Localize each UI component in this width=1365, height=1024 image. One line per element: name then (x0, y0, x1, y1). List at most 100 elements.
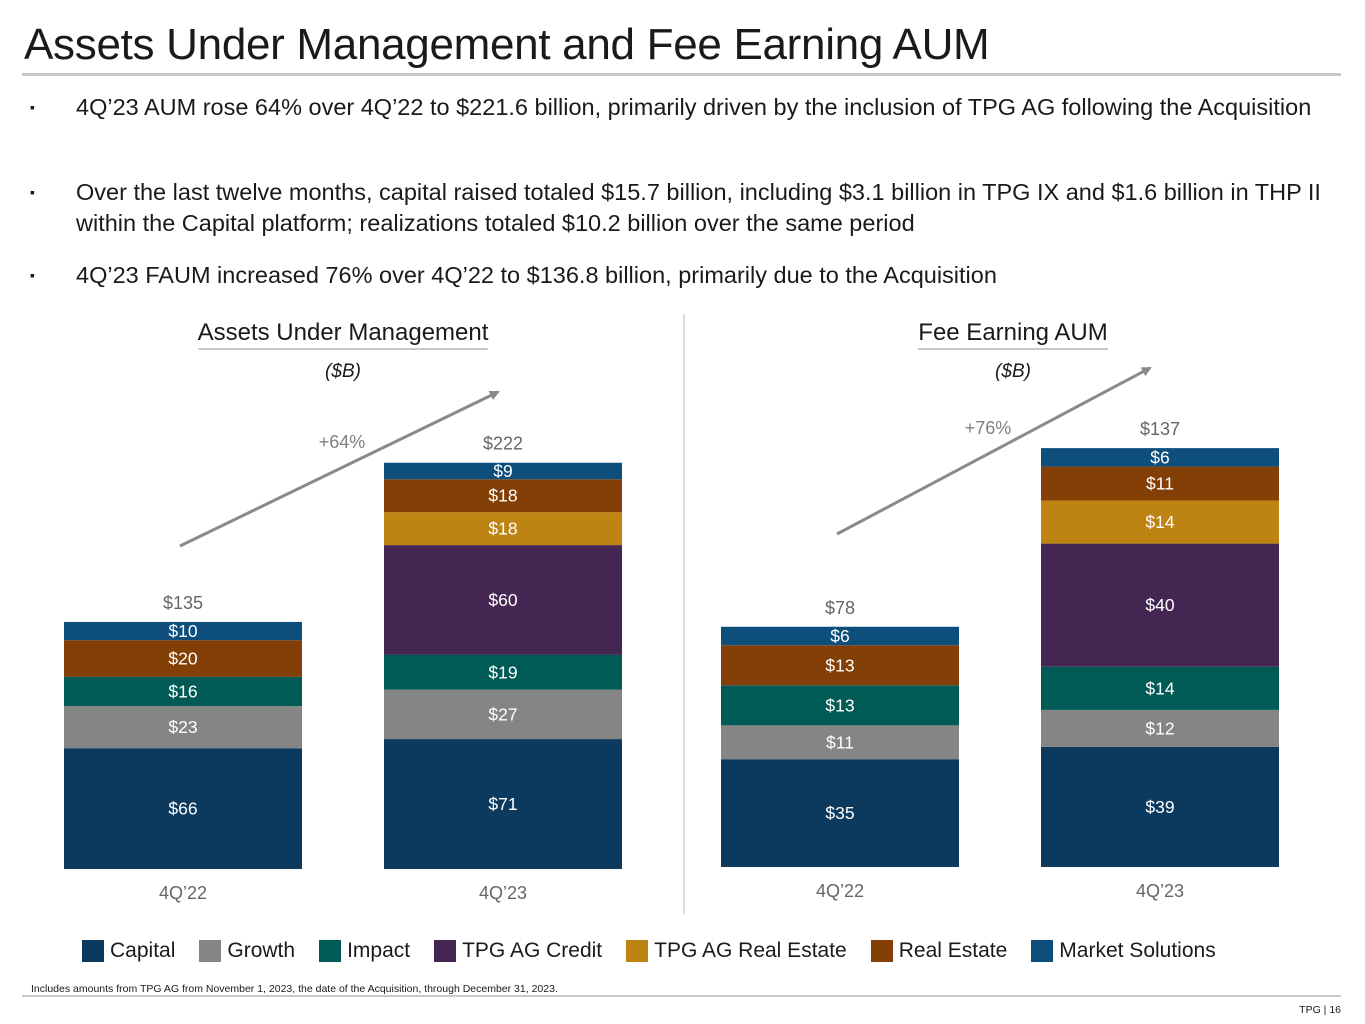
legend-item: TPG AG Credit (434, 939, 602, 963)
bullet-marker: ▪ (30, 99, 35, 115)
legend-label: Capital (110, 939, 176, 962)
bar-segment (1041, 500, 1279, 544)
bullet-text: Over the last twelve months, capital rai… (76, 179, 1321, 236)
data-label: $35 (825, 803, 854, 823)
legend-label: Market Solutions (1059, 939, 1216, 962)
bar-segment (384, 654, 622, 690)
bar-segment (64, 621, 302, 641)
stacked-bar-charts: Assets Under Management ($B) $66 $23 $16 $20 $… (64, 314, 1279, 914)
legend-swatch (626, 940, 649, 962)
data-label: $9 (493, 461, 512, 481)
growth-arrow (836, 366, 1152, 536)
total-label: $135 (163, 593, 203, 613)
bar-segment (1041, 746, 1279, 867)
data-label: $23 (168, 717, 197, 737)
x-tick-label: 4Q’22 (816, 881, 864, 901)
legend-swatch (870, 940, 893, 962)
bullet-item: ▪ Over the last twelve months, capital r… (30, 177, 1350, 239)
chart-title: Fee Earning AUM (918, 319, 1107, 346)
bar-segment (721, 759, 959, 867)
chart-legend: Capital Growth Impact TPG AG Credit TPG AG R… (82, 937, 1216, 965)
data-label: $18 (488, 519, 517, 539)
bar-segment (1041, 666, 1279, 710)
legend-label: TPG AG Credit (462, 939, 603, 962)
data-label: $13 (825, 655, 854, 675)
data-label: $11 (1146, 474, 1174, 494)
bar-segment (384, 689, 622, 740)
legend-swatch (82, 940, 104, 962)
bar-segment (721, 645, 959, 686)
legend-item: Market Solutions (1031, 939, 1216, 963)
legend-item: Growth (199, 939, 295, 963)
data-label: $66 (168, 799, 197, 819)
chart-unit-label: ($B) (995, 361, 1031, 382)
chart-title: Assets Under Management (198, 319, 489, 346)
bar-segment (1041, 466, 1279, 501)
bar-segment (384, 512, 622, 546)
data-label: $10 (168, 621, 197, 641)
data-label: $40 (1145, 595, 1174, 615)
charts-area: Assets Under Management ($B) $66 $23 $16 $20 $… (0, 300, 1365, 940)
data-label: $19 (488, 662, 517, 682)
legend-item: Capital (82, 939, 175, 963)
x-tick-label: 4Q’22 (159, 883, 207, 903)
growth-label: +64% (319, 432, 366, 452)
bullet-text: 4Q’23 AUM rose 64% over 4Q’22 to $221.6 … (76, 94, 1312, 120)
data-label: $16 (168, 681, 197, 701)
data-label: $14 (1145, 678, 1174, 698)
data-label: $14 (1145, 512, 1174, 532)
bar-segment (384, 462, 622, 480)
total-label: $222 (483, 434, 523, 454)
legend-swatch (434, 940, 457, 962)
legend-item: TPG AG Real Estate (626, 939, 847, 963)
legend-label: Growth (227, 939, 296, 962)
data-label: $71 (488, 794, 517, 814)
data-label: $11 (826, 732, 854, 752)
data-label: $20 (168, 649, 197, 669)
data-label: $6 (1150, 447, 1169, 467)
bar-segment (721, 626, 959, 646)
bar-segment (64, 748, 302, 869)
bullet-marker: ▪ (30, 184, 35, 200)
data-label: $39 (1145, 797, 1174, 817)
growth-label: +76% (965, 418, 1012, 438)
bar-segment (1041, 543, 1279, 667)
x-tick-label: 4Q’23 (479, 883, 527, 903)
bullet-item: ▪ 4Q’23 FAUM increased 76% over 4Q’22 to… (30, 260, 997, 291)
bar-segment (64, 640, 302, 677)
chart-unit-label: ($B) (325, 361, 361, 382)
footer-divider (22, 995, 1341, 997)
bar-segment (384, 739, 622, 869)
footnote: Includes amounts from TPG AG from Novemb… (31, 983, 558, 995)
bullet-text: 4Q’23 FAUM increased 76% over 4Q’22 to $… (76, 262, 997, 288)
legend-label: Impact (347, 939, 411, 962)
bullet-marker: ▪ (30, 267, 35, 283)
growth-arrow (179, 390, 500, 548)
bar-segment (721, 725, 959, 760)
total-label: $78 (825, 598, 855, 618)
bar-segment (64, 676, 302, 707)
data-label: $18 (488, 486, 517, 506)
data-label: $27 (488, 704, 517, 724)
bar-segment (721, 685, 959, 726)
data-label: $13 (825, 695, 854, 715)
legend-swatch (199, 940, 222, 962)
data-label: $6 (830, 626, 849, 646)
bar-segment (384, 479, 622, 513)
bar-segment (384, 545, 622, 655)
legend-label: Real Estate (898, 939, 1008, 962)
page-number: TPG | 16 (1299, 1004, 1341, 1016)
bar-segment (1041, 709, 1279, 747)
total-label: $137 (1140, 419, 1180, 439)
legend-label: TPG AG Real Estate (654, 939, 847, 962)
data-label: $12 (1145, 718, 1174, 738)
title-divider (22, 73, 1341, 76)
bullet-item: ▪ 4Q’23 AUM rose 64% over 4Q’22 to $221.… (30, 92, 1311, 123)
x-tick-label: 4Q’23 (1136, 881, 1184, 901)
bar-segment (1041, 448, 1279, 467)
legend-swatch (1031, 940, 1054, 962)
data-label: $60 (488, 590, 517, 610)
legend-item: Real Estate (870, 939, 1008, 963)
page-title: Assets Under Management and Fee Earning … (24, 20, 990, 69)
legend-swatch (319, 940, 342, 962)
